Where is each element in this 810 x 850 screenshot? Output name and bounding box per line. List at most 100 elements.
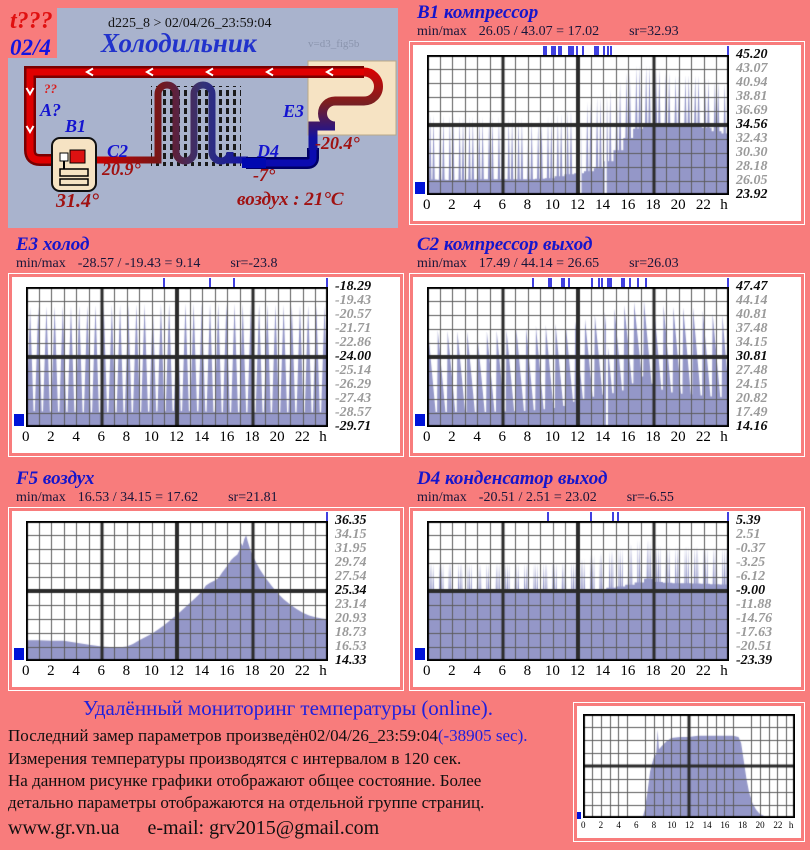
chart-frame: 36.35 34.15 31.95 29.74 27.54 25.34 23.14 20.93… [8,507,404,691]
event-tick [549,278,552,287]
x-axis-label: 12 [570,429,585,445]
x-axis-unit: h [319,663,327,679]
minmax-label: min/max [417,24,467,39]
label-b1: B1 [64,116,86,136]
chart-plot-e3: -18.29 -19.43 -20.57 -21.71 -22.86 -24.00 -25.… [12,277,400,453]
x-axis-unit: h [319,429,327,445]
flow-arrow-icons [25,67,334,134]
x-axis-label: 6 [498,663,507,679]
seconds-ago-badge: (-38905 sec). [437,726,528,745]
email-link[interactable]: e-mail: grv2015@gmail.com [147,817,380,839]
x-axis-label: 16 [620,429,636,445]
x-axis-label: 22 [695,663,711,679]
x-axis-label: 2 [448,429,456,445]
chart-frame: 47.47 44.14 40.81 37.48 34.15 30.81 27.48 24.15… [409,273,805,457]
sr-value: sr=-23.8 [230,256,278,271]
y-axis-label: -29.71 [335,419,372,434]
event-tick [543,46,546,55]
y-axis-label: 34.15 [736,335,768,350]
page-index-note: 02/4 [10,35,51,60]
y-axis-label: 24.15 [736,377,768,392]
temp-d4: -7° [253,165,276,185]
event-tick [612,512,615,521]
y-axis-label: 47.47 [736,279,768,294]
y-axis-label: 30.81 [736,349,768,364]
event-tick [582,46,585,55]
y-axis-label: 27.48 [736,363,768,378]
corner-notch [8,8,57,58]
x-axis-label: 8 [122,429,131,445]
x-axis-label: 20 [755,820,765,830]
y-axis-label: -20.51 [736,639,773,654]
event-tick [600,278,603,287]
chart-title: B1 компрессор [417,2,539,23]
event-tick [570,46,573,55]
y-axis-label: -26.29 [335,377,372,392]
event-tick [644,278,647,287]
x-axis-label: 0 [423,663,431,679]
x-axis-label: 22 [294,663,310,679]
x-axis-label: 0 [423,197,431,213]
y-axis-label: -9.00 [736,583,766,598]
y-axis-label: 2.51 [736,527,761,542]
interval-line: Измерения температуры производятся с инт… [8,749,462,768]
x-axis-label: 2 [47,663,55,679]
x-axis-label: 22 [773,820,783,830]
chart-title: E3 холод [16,234,90,255]
y-axis-label: 20.93 [335,611,367,626]
y-axis-label: 31.95 [335,541,367,556]
y-axis-label: -19.43 [335,293,372,308]
refrigerator-diagram: t??? 02/4 d225_8 > 02/04/26_23:59:04 Хол… [8,8,398,228]
x-axis-label: 8 [122,663,131,679]
event-tick-wide [607,278,613,287]
y-axis-label: -3.25 [736,555,766,570]
x-axis-label: 18 [738,820,747,830]
x-axis-label: 2 [598,820,604,830]
label-q1: ?? [44,81,58,96]
y-axis-label: 28.18 [736,159,768,174]
figure-version: v=d3_fig5b [308,38,360,50]
y-axis-label: 30.30 [736,145,768,160]
minmax-values: 16.53 / 34.15 = 17.62 [77,490,199,505]
device-timestamp-header: d225_8 > 02/04/26_23:59:04 [108,16,271,31]
sr-value: sr=-6.55 [626,490,674,505]
y-axis-label: -23.39 [736,653,773,668]
x-axis-label: 20 [670,663,686,679]
chart-block-c2: C2 компрессор выход min/max 17.49 / 44.14… [409,234,805,457]
minmax-label: min/max [417,490,467,505]
y-axis-label: -20.57 [335,307,372,322]
x-axis-label: 18 [645,429,661,445]
y-axis-label: 34.56 [736,117,768,132]
y-axis-label: -14.76 [736,611,773,626]
event-tick [610,46,613,55]
website-link[interactable]: www.gr.vn.ua [8,817,120,839]
hot-pipe [26,68,364,164]
y-axis-label: 34.15 [335,527,367,542]
air-temp-label: воздух : 21°C [237,189,344,210]
x-axis-label: 6 [97,663,106,679]
x-axis-label: 2 [448,663,456,679]
x-axis-label: 16 [620,663,636,679]
event-tick [568,278,571,287]
x-axis-label: 12 [685,820,694,830]
x-axis-unit: h [788,820,794,830]
minmax-label: min/max [16,256,66,271]
plot-canvas [427,521,729,661]
x-axis-label: 8 [523,429,532,445]
x-axis-unit: h [720,663,728,679]
page-heading: Удалённый мониторинг температуры (online… [82,696,494,720]
x-axis-label: 16 [219,429,235,445]
x-axis-label: 0 [581,820,586,830]
event-tick [727,278,730,287]
series-marker [415,182,425,194]
temp-b1: 31.4° [55,190,99,212]
x-axis-label: 8 [523,663,532,679]
event-tick [727,512,730,521]
x-axis-label: 18 [645,197,661,213]
d4-sensor-segment [242,158,266,168]
temp-c2: 20.9° [101,159,142,179]
y-axis-label: -6.12 [736,569,766,584]
cold-pipe [246,148,317,167]
y-axis-label: 27.54 [335,569,367,584]
event-tick [621,278,624,287]
